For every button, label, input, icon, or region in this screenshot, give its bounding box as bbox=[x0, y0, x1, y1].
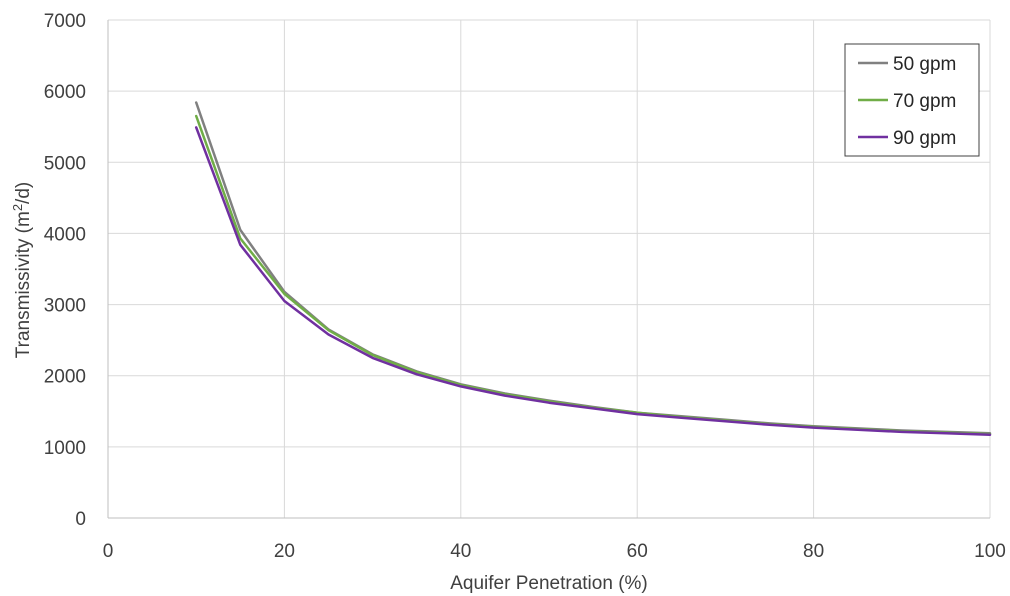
y-tick-label: 1000 bbox=[44, 438, 86, 459]
y-tick-label: 2000 bbox=[44, 367, 86, 388]
legend-label-50-gpm: 50 gpm bbox=[893, 54, 956, 75]
axes bbox=[107, 20, 990, 519]
x-axis-title: Aquifer Penetration (%) bbox=[450, 573, 648, 594]
y-axis-title: Transmissivity (m2/d) bbox=[10, 182, 34, 359]
y-tick-label: 7000 bbox=[44, 11, 86, 32]
y-tick-label: 4000 bbox=[44, 224, 86, 245]
legend: 50 gpm 70 gpm 90 gpm bbox=[844, 43, 980, 157]
x-tick-labels: 0 20 40 60 80 100 bbox=[103, 541, 1006, 562]
y-tick-label: 5000 bbox=[44, 153, 86, 174]
y-tick-label: 3000 bbox=[44, 296, 86, 317]
x-tick-label: 80 bbox=[803, 541, 824, 562]
y-tick-labels: 0 1000 2000 3000 4000 5000 6000 7000 bbox=[44, 11, 86, 530]
x-tick-label: 100 bbox=[974, 541, 1006, 562]
y-tick-label: 6000 bbox=[44, 82, 86, 103]
x-tick-label: 0 bbox=[103, 541, 114, 562]
gridlines bbox=[108, 19, 991, 518]
series-line-90-gpm bbox=[194, 126, 992, 437]
legend-label-70-gpm: 70 gpm bbox=[893, 91, 956, 112]
y-tick-label: 0 bbox=[75, 509, 86, 530]
x-tick-label: 60 bbox=[627, 541, 648, 562]
series-line-70-gpm bbox=[194, 114, 992, 436]
x-tick-label: 40 bbox=[450, 541, 471, 562]
legend-label-90-gpm: 90 gpm bbox=[893, 128, 956, 149]
series-lines bbox=[194, 101, 992, 437]
x-tick-label: 20 bbox=[274, 541, 295, 562]
